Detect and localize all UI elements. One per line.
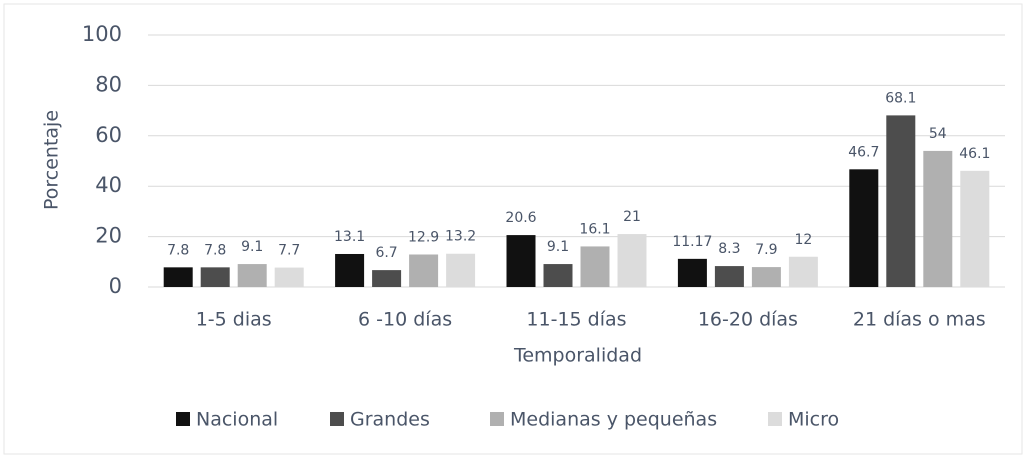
y-axis-label: Porcentaje (41, 110, 63, 210)
data-label: 7.8 (167, 242, 189, 258)
data-label: 9.1 (241, 239, 263, 255)
y-tick-label: 60 (95, 123, 122, 147)
bar (960, 170, 990, 287)
bar (580, 246, 610, 287)
data-label: 16.1 (579, 221, 610, 237)
data-label: 11.17 (672, 234, 712, 250)
y-tick-label: 20 (95, 224, 122, 248)
bar (446, 253, 476, 287)
data-label: 9.1 (547, 239, 569, 255)
bar (751, 267, 781, 287)
bar (163, 267, 193, 287)
legend-swatch (768, 412, 782, 426)
bar (923, 150, 953, 287)
x-tick-label: 6 -10 días (358, 309, 452, 331)
data-label: 8.3 (718, 241, 740, 257)
bar (335, 253, 365, 287)
data-label: 20.6 (505, 210, 536, 226)
legend-label: Medianas y pequeñas (510, 409, 717, 431)
data-label: 13.2 (445, 229, 476, 245)
legend-label: Grandes (350, 409, 430, 431)
data-label: 7.9 (755, 242, 777, 258)
x-tick-label: 1-5 dias (196, 309, 272, 331)
data-label: 12 (794, 232, 812, 248)
bar (409, 254, 439, 287)
data-label: 68.1 (885, 90, 916, 106)
data-label: 54 (929, 126, 947, 142)
bar (886, 115, 916, 287)
bar (543, 264, 573, 287)
legend-label: Nacional (196, 409, 278, 431)
data-label: 12.9 (408, 229, 439, 245)
y-tick-label: 80 (95, 72, 122, 96)
y-tick-label: 40 (95, 173, 122, 197)
chart-border (3, 3, 1023, 455)
legend-swatch (490, 412, 504, 426)
data-label: 7.8 (204, 242, 226, 258)
bar (714, 266, 744, 287)
data-label: 7.7 (278, 243, 300, 259)
bar (274, 267, 304, 287)
x-tick-label: 21 días o mas (853, 309, 986, 331)
bar (506, 235, 536, 287)
legend-label: Micro (788, 409, 839, 431)
bar (237, 264, 267, 287)
x-tick-label: 16-20 días (698, 309, 798, 331)
legend-swatch (330, 412, 344, 426)
data-label: 46.7 (848, 144, 879, 160)
data-label: 21 (623, 209, 641, 225)
legend-swatch (176, 412, 190, 426)
bar (617, 234, 647, 287)
x-axis-label: Temporalidad (513, 345, 642, 367)
bar (788, 256, 818, 287)
x-tick-label: 11-15 días (526, 309, 626, 331)
bar (200, 267, 230, 287)
bar (677, 258, 707, 287)
bar (849, 169, 879, 287)
y-tick-label: 0 (109, 274, 122, 298)
y-tick-label: 100 (82, 22, 122, 46)
data-label: 13.1 (334, 229, 365, 245)
bar (372, 270, 402, 287)
data-label: 6.7 (375, 245, 397, 261)
data-label: 46.1 (959, 146, 990, 162)
